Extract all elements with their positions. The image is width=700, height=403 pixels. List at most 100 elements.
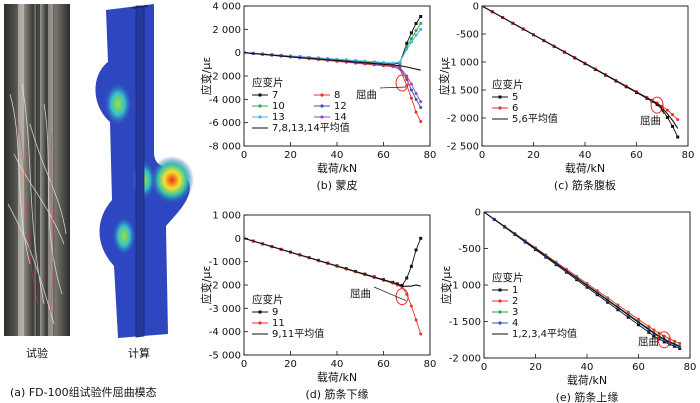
y-tick-label: 4 000 (212, 2, 241, 13)
series-point (398, 65, 402, 69)
photo-wires-red (15, 113, 54, 315)
label-test: 试验 (26, 347, 48, 360)
fem-hotspot-max (150, 156, 194, 204)
legend-label: 2 (512, 296, 518, 307)
series-point (382, 60, 385, 64)
photo-stiffener-shadow (36, 4, 40, 336)
buckling-annotation: 屈曲 (638, 336, 659, 348)
series-point (637, 323, 640, 327)
series-point (414, 318, 418, 322)
x-tick-label: 80 (682, 150, 695, 161)
series-line-4 (484, 212, 680, 347)
legend-marker (498, 95, 502, 99)
x-tick-label: 0 (241, 150, 247, 161)
legend-marker (320, 93, 324, 97)
annotation-leader (660, 108, 665, 115)
legend-marker (498, 299, 502, 303)
x-tick-label: 60 (630, 150, 643, 161)
series-point (405, 47, 409, 51)
label-calc: 计算 (128, 347, 150, 360)
fem-stiffener (135, 5, 145, 338)
fem-stiffener-top (131, 5, 149, 9)
annotation-leader (379, 86, 407, 89)
series-point (652, 328, 656, 332)
fem-hotspot-lower (112, 216, 136, 256)
chart-caption: (c) 筋条腹板 (554, 178, 616, 192)
y-axis-label: 应变/με (439, 266, 453, 305)
legend-label: 4 (512, 318, 518, 329)
chart-caption: (e) 筋条上缘 (556, 390, 619, 403)
series-group (244, 236, 423, 336)
legend-marker (320, 104, 324, 108)
series-point (595, 293, 599, 297)
series-point (655, 103, 659, 107)
legend-label: 1 (512, 285, 518, 296)
legend-label: 5,6平均值 (512, 112, 558, 125)
series-point (673, 339, 677, 343)
series-point (652, 334, 656, 338)
series-group (244, 15, 423, 123)
y-tick-label: 0 (473, 2, 479, 13)
legend-marker (258, 321, 262, 325)
series-point (419, 22, 423, 25)
y-tick-label: -3 000 (209, 304, 241, 315)
x-axis-label: 载荷/kN (317, 371, 357, 384)
y-tick-label: -1 000 (449, 281, 481, 292)
y-tick-label: -1 500 (447, 86, 479, 97)
series-point (398, 60, 402, 64)
photo-rib-highlight (18, 4, 24, 336)
series-point (419, 100, 423, 104)
series-point (409, 264, 413, 268)
chart-caption: (b) 蒙皮 (316, 179, 357, 192)
test-photo-detail (7, 4, 67, 336)
series-line-2 (244, 23, 422, 64)
y-axis-label: 应变/με (199, 57, 213, 96)
series-line-2 (482, 6, 679, 129)
series-point (419, 106, 423, 109)
series-point (606, 300, 610, 304)
y-tick-label: 0 (475, 208, 481, 219)
x-axis-label: 载荷/kN (565, 162, 605, 175)
legend-marker (498, 310, 502, 314)
legend-marker (498, 106, 502, 110)
series-point (671, 113, 675, 117)
y-tick-label: -4 000 (209, 95, 241, 106)
x-tick-label: 40 (581, 362, 594, 373)
series-point (409, 40, 413, 44)
x-tick-label: 20 (529, 362, 542, 373)
legend-label: 11 (272, 318, 285, 329)
photo-wires (7, 83, 67, 325)
x-tick-label: 40 (579, 150, 592, 161)
series-point (419, 120, 423, 123)
x-tick-label: 0 (481, 362, 487, 373)
y-tick-label: -6 000 (209, 118, 241, 129)
legend-marker (258, 93, 262, 97)
series-point (409, 88, 413, 92)
series-point (647, 330, 651, 334)
legend-label: 7 (272, 90, 278, 101)
series-point (665, 108, 669, 112)
series-line-0 (244, 16, 422, 65)
x-axis-label: 载荷/kN (567, 374, 607, 387)
x-tick-label: 0 (479, 150, 485, 161)
legend-marker (320, 115, 324, 119)
y-tick-label: -2 500 (447, 142, 479, 153)
buckling-annotation: 屈曲 (640, 115, 661, 127)
annotation-leader (661, 334, 669, 344)
buckling-annotation: 屈曲 (350, 288, 371, 300)
y-tick-label: -500 (456, 30, 479, 41)
series-point (414, 22, 418, 25)
x-tick-label: 20 (527, 150, 540, 161)
series-point (405, 276, 409, 280)
y-tick-label: -2 000 (449, 354, 481, 365)
legend-marker (258, 115, 262, 119)
legend-label: 12 (334, 101, 347, 112)
y-tick-label: 2 000 (212, 25, 241, 36)
